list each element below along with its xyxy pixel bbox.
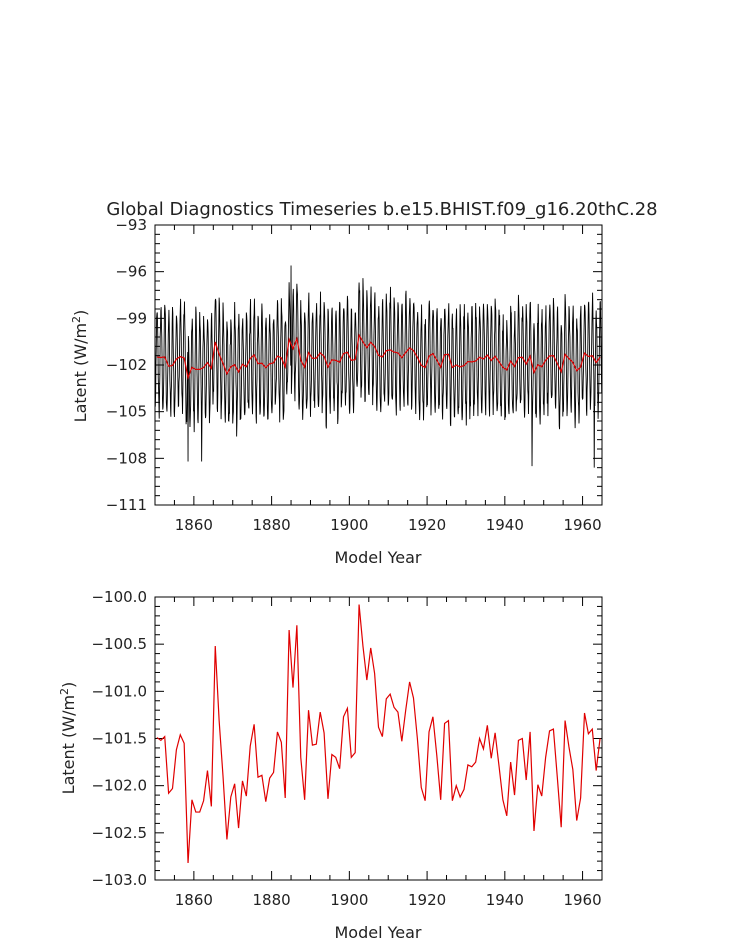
bottom-x-axis-label: Model Year bbox=[335, 923, 422, 942]
top-x-axis-label: Model Year bbox=[335, 548, 422, 567]
y-tick-label: −103.0 bbox=[91, 871, 147, 889]
x-tick-label: 1860 bbox=[175, 516, 213, 534]
x-tick-label: 1940 bbox=[486, 516, 524, 534]
x-tick-label: 1960 bbox=[563, 891, 601, 909]
bottom-plot-frame bbox=[154, 596, 603, 881]
y-tick-label: −105 bbox=[106, 403, 147, 421]
y-tick-label: −101.5 bbox=[91, 730, 147, 748]
x-tick-label: 1900 bbox=[330, 516, 368, 534]
x-tick-label: 1940 bbox=[486, 891, 524, 909]
y-tick-label: −111 bbox=[106, 496, 147, 514]
y-tick-label: −108 bbox=[106, 449, 147, 467]
y-tick-label: −100.5 bbox=[91, 635, 147, 653]
y-tick-label: −96 bbox=[115, 263, 147, 281]
x-tick-label: 1960 bbox=[563, 516, 601, 534]
y-tick-label: −100.0 bbox=[91, 588, 147, 606]
monthly-series-line bbox=[154, 265, 603, 468]
x-tick-label: 1880 bbox=[253, 891, 291, 909]
y-tick-label: −93 bbox=[115, 216, 147, 234]
y-tick-label: −102.0 bbox=[91, 777, 147, 795]
y-tick-label: −102 bbox=[106, 356, 147, 374]
top-panel: 1860 1880 1900 1920 1940 1960 −93 −96 −99 −102 −10… bbox=[70, 216, 603, 567]
x-tick-label: 1900 bbox=[330, 891, 368, 909]
annual-mean-line bbox=[156, 604, 601, 864]
y-tick-label: −99 bbox=[115, 309, 147, 327]
bottom-y-axis-label: Latent (W/m2) bbox=[58, 682, 79, 795]
chart-title: Global Diagnostics Timeseries b.e15.BHIS… bbox=[106, 199, 657, 220]
y-tick-label: −102.5 bbox=[91, 824, 147, 842]
y-tick-label: −101.0 bbox=[91, 682, 147, 700]
bottom-panel: 1860 1880 1900 1920 1940 1960 −100.0 −100.5 −101… bbox=[58, 588, 603, 942]
top-y-axis-label: Latent (W/m2) bbox=[70, 310, 91, 423]
x-tick-label: 1860 bbox=[175, 891, 213, 909]
x-tick-label: 1880 bbox=[253, 516, 291, 534]
x-tick-label: 1920 bbox=[408, 891, 446, 909]
annual-mean-line bbox=[156, 333, 601, 380]
x-tick-label: 1920 bbox=[408, 516, 446, 534]
